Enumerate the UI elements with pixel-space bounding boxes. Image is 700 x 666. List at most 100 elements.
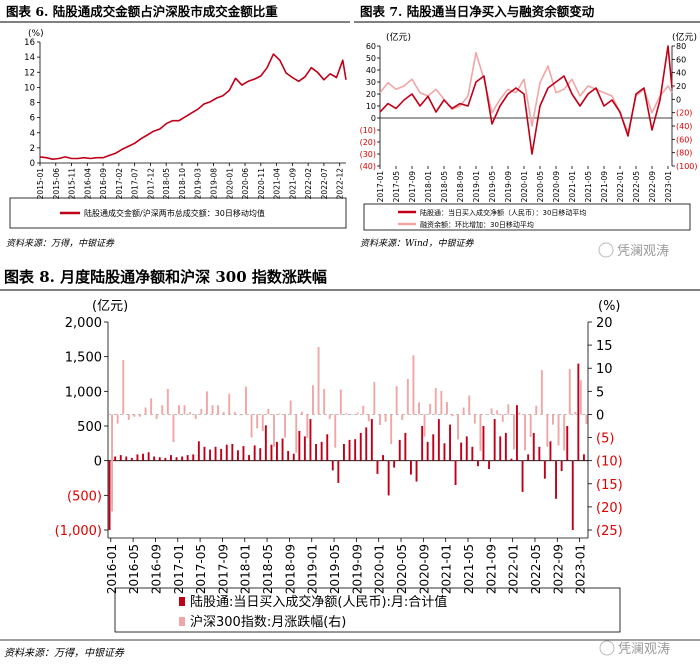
fig8-net-flow-bar [510, 458, 513, 461]
fig8-index-bar [250, 414, 253, 438]
fig6-series-line [39, 53, 347, 160]
fig7-right-y-tick-label: (60) [676, 135, 692, 144]
fig7-right-y-tick-label: (20) [676, 109, 692, 118]
fig8-net-flow-bar [521, 460, 524, 492]
fig8-right-y-tick-label: 5 [596, 385, 604, 400]
fig8-index-bar [462, 407, 465, 415]
fig8-net-flow-bar [119, 455, 122, 461]
fig6-y-tick-label: 6 [30, 114, 35, 124]
fig8-index-bar [373, 382, 376, 415]
fig8-index-bar [485, 414, 487, 415]
fig8-index-bar [133, 414, 136, 417]
fig8-net-flow-bar [365, 427, 368, 461]
fig7-left-y-tick-label: 50 [366, 54, 376, 63]
fig8-net-flow-bar [415, 460, 418, 482]
fig8-net-flow-bar [370, 419, 373, 461]
fig7-right-y-tick-label: 40 [676, 69, 686, 78]
fig8-right-y-tick-label: (5) [596, 432, 614, 447]
fig7-x-tick-label: 2017-01 [376, 171, 385, 203]
fig7-x-tick-label: 2023-01 [664, 171, 673, 203]
fig8-net-flow-bar [555, 460, 557, 499]
fig8-title: 图表 8. 月度陆股通净额和沪深 300 指数涨跌幅 [4, 268, 327, 286]
fig7-x-tick-label: 2020-01 [520, 171, 529, 203]
fig7-left-y-tick-label: (20) [360, 138, 376, 147]
fig7-x-tick-label: 2017-09 [408, 171, 417, 203]
fig6-x-tick-label: 2017-12 [146, 168, 155, 200]
fig8-index-bar [418, 402, 420, 415]
fig8-x-tick-label: 2020-09 [417, 544, 431, 594]
fig8-right-y-tick-label: 0 [596, 408, 604, 423]
fig8-index-bar [362, 405, 365, 415]
fig8-index-bar [490, 408, 493, 415]
fig8-index-bar [379, 414, 381, 425]
fig6-y-tick-label: 8 [30, 99, 35, 109]
wechat-logo-icon [598, 242, 614, 258]
fig8-net-flow-bar [114, 456, 117, 461]
fig8-index-bar [312, 385, 314, 415]
fig7-legend-label-1: 陆股通：当日买入成交净额（人民币）：30日移动平均 [420, 208, 586, 217]
fig8-legend-label-2: 沪深300指数:月涨跌幅(右) [190, 614, 346, 630]
fig8-right-y-tick-label: (10) [596, 455, 623, 470]
fig8-net-flow-bar [270, 444, 273, 461]
fig6-chart: 图表 6. 陆股通成交金额占沪深股市成交金额比重 (%) 0 2 4 6 8 10 12 14… [0, 4, 350, 249]
fig8-index-bar [479, 414, 482, 451]
fig8-net-flow-bar [359, 432, 362, 461]
fig8-net-flow-bar [136, 454, 139, 461]
fig8-net-flow-bar [465, 436, 468, 461]
fig8-index-bar [429, 403, 432, 415]
fig8-net-flow-bar [571, 460, 574, 530]
wechat-logo-icon [599, 640, 615, 656]
fig8-x-tick-label: 2016-05 [127, 544, 141, 594]
fig6-x-tick-label: 2015-11 [68, 168, 77, 200]
fig8-net-flow-bar [382, 455, 384, 461]
fig8-net-flow-bar [153, 456, 156, 461]
fig8-x-tick-label: 2019-05 [328, 544, 342, 594]
fig7-right-y-tick-label: 20 [676, 82, 686, 91]
fig6-y-tick-label: 16 [24, 38, 35, 48]
fig6-unit-label: (%) [28, 29, 44, 39]
fig6-plot-area [39, 53, 347, 160]
fig8-index-bar [211, 405, 214, 415]
fig8-net-flow-bar [242, 446, 245, 461]
fig8-index-bar [217, 405, 219, 415]
fig7-x-tick-label: 2017-05 [392, 171, 401, 203]
fig8-net-flow-bar [398, 439, 401, 461]
fig8-x-tick-label: 2021-05 [462, 544, 476, 594]
fig8-index-bar [552, 414, 554, 425]
fig8-net-flow-bar [203, 446, 206, 461]
fig8-net-flow-bar [527, 454, 530, 461]
fig8-index-bar [395, 386, 398, 415]
fig8-net-flow-bar [437, 419, 440, 461]
fig8-net-flow-bar [326, 434, 329, 461]
fig8-left-y-tick-label: 500 [77, 420, 102, 435]
fig8-right-unit-label: (%) [598, 299, 621, 314]
fig8-index-bar [256, 414, 259, 429]
fig8-net-flow-bar [214, 446, 217, 461]
fig8-net-flow-bar [421, 426, 424, 461]
fig8-index-bar [166, 389, 169, 415]
fig8-x-tick-label: 2022-01 [507, 544, 521, 594]
fig8-index-bar [189, 412, 192, 415]
fig8-net-flow-bar [482, 426, 485, 461]
fig6-y-tick-label: 12 [24, 68, 35, 78]
fig7-right-y-tick-label: (80) [676, 149, 692, 158]
watermark-text: 凭澜观涛 [617, 243, 669, 259]
fig6-title: 图表 6. 陆股通成交金额占沪深股市成交金额比重 [6, 4, 278, 19]
fig8-net-flow-bar [410, 460, 412, 475]
fig8-index-bar [507, 404, 510, 415]
fig8-x-tick-label: 2017-05 [194, 544, 208, 594]
fig7-x-tick-label: 2019-01 [472, 171, 481, 203]
fig8-net-flow-bar [309, 419, 312, 461]
fig8-x-tick-label: 2021-09 [484, 544, 498, 594]
fig6-x-tick-label: 2015-06 [52, 168, 61, 200]
fig8-index-bar [127, 414, 130, 420]
fig8-index-bar [295, 414, 298, 453]
fig8-net-flow-bar [354, 439, 357, 461]
fig8-right-y-tick-label: 20 [596, 316, 613, 331]
fig8-legend-swatch-1 [179, 597, 185, 606]
fig6-x-tick-label: 2020-01 [225, 168, 234, 200]
fig8-index-bar [228, 393, 231, 415]
fig6-axes: 0 2 4 6 8 10 12 14 16 2015-01 2015-06 2015-11 2016-0… [24, 38, 346, 199]
fig6-x-tick-label: 2021-09 [288, 168, 297, 200]
fig8-index-bar [568, 369, 571, 415]
